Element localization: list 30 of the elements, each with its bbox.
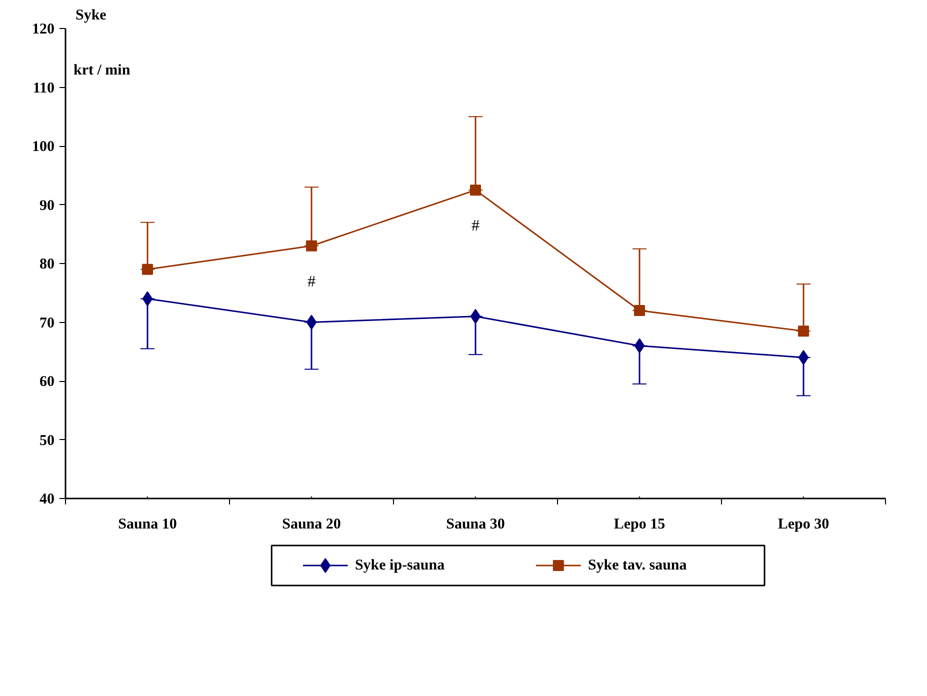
annotation: krt / min — [74, 62, 131, 78]
y-tick-label: 40 — [40, 492, 54, 508]
annotation: # — [308, 273, 316, 290]
point — [798, 350, 809, 365]
x-tick-label: Lepo 15 — [614, 516, 666, 532]
point — [470, 184, 481, 196]
x-tick-label: Sauna 30 — [446, 516, 505, 532]
point — [798, 326, 809, 337]
point — [306, 240, 317, 252]
annotation: # — [472, 218, 480, 235]
y-tick-label: 90 — [40, 198, 54, 214]
y-tick-label: 50 — [40, 432, 54, 449]
point — [142, 291, 153, 306]
x-tick-label: Sauna 10 — [118, 516, 177, 532]
x-tick-label: Sauna 20 — [282, 516, 341, 532]
y-axis-title: Syke — [76, 8, 107, 24]
x-tick-label: Lepo 30 — [778, 516, 830, 532]
y-tick-label: 80 — [40, 256, 54, 272]
legend-label: Syke ip-sauna — [354, 558, 446, 574]
y-tick-label: 100 — [32, 139, 54, 155]
y-tick-label: 60 — [40, 374, 54, 390]
y-tick-label: 70 — [40, 315, 54, 332]
legend-label: Syke tav. sauna — [588, 558, 688, 574]
point — [142, 264, 153, 275]
point — [634, 338, 645, 354]
point — [306, 314, 317, 330]
y-tick-label: 110 — [32, 80, 55, 96]
point — [470, 308, 481, 324]
y-tick-label: 120 — [32, 22, 54, 38]
point — [634, 305, 645, 316]
